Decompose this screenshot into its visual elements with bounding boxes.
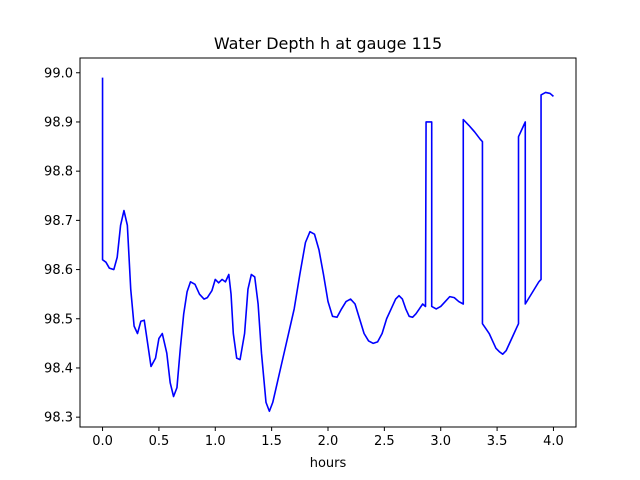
y-tick-label: 98.5 <box>44 312 73 327</box>
y-tick-label: 98.8 <box>44 165 73 180</box>
series-line-0 <box>101 77 554 413</box>
y-axis-ticks: 98.3 98.4 98.5 98.6 98.7 98.8 98.9 99.0 <box>44 66 80 426</box>
y-tick-label: 99.0 <box>44 66 73 81</box>
y-tick-label: 98.7 <box>44 214 73 229</box>
y-tick-label: 98.9 <box>44 115 73 130</box>
x-tick-label: 2.0 <box>318 434 339 449</box>
y-tick-label: 98.3 <box>44 411 73 426</box>
x-tick-label: 2.5 <box>374 434 395 449</box>
x-tick-label: 0.0 <box>92 434 113 449</box>
y-tick-label: 98.4 <box>44 361 73 376</box>
x-tick-label: 3.5 <box>487 434 508 449</box>
y-tick-label: 98.6 <box>44 263 73 278</box>
x-tick-label: 3.0 <box>430 434 451 449</box>
x-axis-ticks: 0.0 0.5 1.0 1.5 2.0 2.5 3.0 3.5 4.0 <box>92 427 564 449</box>
chart-title: Water Depth h at gauge 115 <box>214 34 442 53</box>
x-tick-label: 1.5 <box>261 434 282 449</box>
x-tick-label: 1.0 <box>205 434 226 449</box>
x-axis-label: hours <box>310 456 347 471</box>
series-layer <box>101 77 554 413</box>
x-tick-label: 4.0 <box>543 434 564 449</box>
x-tick-label: 0.5 <box>149 434 170 449</box>
